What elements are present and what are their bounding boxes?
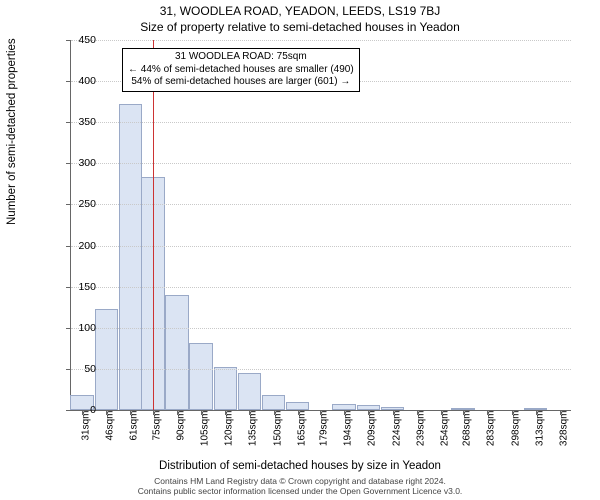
histogram-bar (95, 309, 119, 410)
footer-line-1: Contains HM Land Registry data © Crown c… (0, 476, 600, 486)
y-tick-label: 400 (36, 75, 96, 87)
histogram-bar (262, 395, 286, 410)
y-tick-label: 150 (36, 281, 96, 293)
gridline (71, 40, 571, 41)
histogram-bar (189, 343, 213, 410)
gridline (71, 246, 571, 247)
x-tick-label: 75sqm (151, 411, 162, 441)
plot-area: 31sqm46sqm61sqm75sqm90sqm105sqm120sqm135… (70, 40, 571, 411)
y-tick-label: 350 (36, 116, 96, 128)
histogram-bar (165, 295, 189, 410)
x-tick-label: 46sqm (105, 411, 116, 441)
subject-property-marker (153, 40, 154, 410)
gridline (71, 287, 571, 288)
y-tick-label: 300 (36, 157, 96, 169)
x-tick-label: 120sqm (224, 411, 235, 447)
x-tick-label: 135sqm (248, 411, 259, 447)
x-tick-label: 150sqm (272, 411, 283, 447)
x-tick-label: 165sqm (296, 411, 307, 447)
x-tick-label: 268sqm (462, 411, 473, 447)
chart-title-line2: Size of property relative to semi-detach… (0, 20, 600, 34)
chart-title-line1: 31, WOODLEA ROAD, YEADON, LEEDS, LS19 7B… (0, 4, 600, 18)
x-axis-label: Distribution of semi-detached houses by … (0, 460, 600, 472)
footer-line-2: Contains public sector information licen… (0, 486, 600, 496)
y-tick-label: 250 (36, 198, 96, 210)
x-tick-label: 209sqm (367, 411, 378, 447)
x-tick-label: 239sqm (415, 411, 426, 447)
gridline (71, 204, 571, 205)
y-axis-label: Number of semi-detached properties (6, 38, 18, 225)
x-tick-label: 105sqm (200, 411, 211, 447)
histogram-bar (238, 373, 262, 410)
x-tick-label: 298sqm (510, 411, 521, 447)
x-tick-label: 179sqm (319, 411, 330, 447)
y-tick-label: 0 (36, 404, 96, 416)
x-tick-label: 194sqm (343, 411, 354, 447)
annotation-line: ← 44% of semi-detached houses are smalle… (128, 64, 354, 77)
y-tick-label: 200 (36, 240, 96, 252)
gridline (71, 122, 571, 123)
gridline (71, 328, 571, 329)
x-tick-label: 313sqm (534, 411, 545, 447)
histogram-bar (286, 402, 310, 410)
histogram-bar (214, 367, 238, 410)
x-tick-label: 254sqm (439, 411, 450, 447)
x-tick-label: 224sqm (391, 411, 402, 447)
x-tick-label: 61sqm (129, 411, 140, 441)
bars-layer (71, 40, 571, 410)
histogram-bar (119, 104, 143, 410)
annotation-line: 54% of semi-detached houses are larger (… (128, 76, 354, 89)
x-tick-label: 328sqm (558, 411, 569, 447)
y-tick-label: 50 (36, 363, 96, 375)
chart-footer: Contains HM Land Registry data © Crown c… (0, 476, 600, 496)
x-tick-label: 283sqm (486, 411, 497, 447)
y-tick-label: 100 (36, 322, 96, 334)
x-tick-label: 90sqm (176, 411, 187, 441)
y-tick-label: 450 (36, 34, 96, 46)
gridline (71, 163, 571, 164)
property-size-chart: 31, WOODLEA ROAD, YEADON, LEEDS, LS19 7B… (0, 0, 600, 500)
annotation-box: 31 WOODLEA ROAD: 75sqm← 44% of semi-deta… (122, 48, 360, 92)
gridline (71, 369, 571, 370)
annotation-line: 31 WOODLEA ROAD: 75sqm (128, 51, 354, 64)
